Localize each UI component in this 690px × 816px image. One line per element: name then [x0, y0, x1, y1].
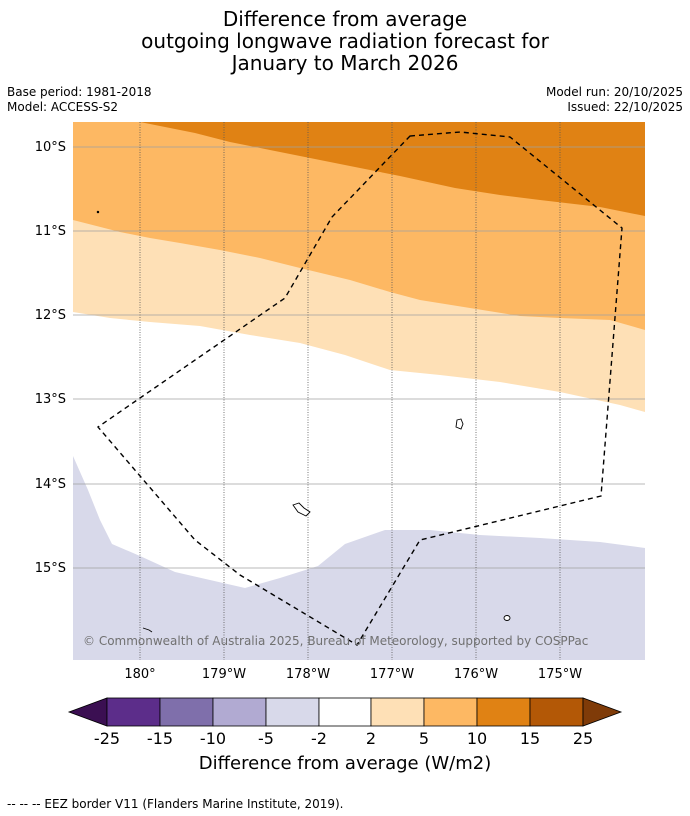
- issued-date: Issued: 22/10/2025: [567, 100, 683, 114]
- island-east: [455, 418, 464, 430]
- island-small-southwest: [142, 627, 153, 633]
- model-name: Model: ACCESS-S2: [7, 100, 119, 114]
- lon-label-178w: 178°W: [286, 667, 330, 682]
- colorbar-tick-2: 2: [365, 729, 377, 748]
- colorbar-segment-5-10: [423, 697, 478, 727]
- longitude-gridlines: [139, 122, 561, 660]
- latitude-gridlines: [73, 146, 645, 569]
- colorbar-tick-10: 10: [466, 729, 488, 748]
- colorbar-tick-5: 5: [418, 729, 430, 748]
- lat-label-10s: 10°S: [35, 140, 66, 155]
- longitude-labels: 180° 179°W 178°W 177°W 176°W 175°W: [124, 667, 582, 682]
- colorbar-extend-high: [582, 697, 623, 727]
- colorbar-segment-neg10-neg5: [212, 697, 267, 727]
- title-line-2: outgoing longwave radiation forecast for: [141, 29, 549, 53]
- colorbar-segment-10-15: [476, 697, 531, 727]
- colorbar-title: Difference from average (W/m2): [198, 753, 492, 774]
- island-outlines: [96, 210, 511, 633]
- copyright-notice: © Commonwealth of Australia 2025, Bureau…: [83, 634, 588, 648]
- island-south: [292, 502, 311, 517]
- lat-label-12s: 12°S: [35, 308, 66, 323]
- meta-left: Base period: 1981-2018 Model: ACCESS-S2: [7, 85, 152, 115]
- colorbar-tick-neg10: -10: [199, 729, 227, 748]
- map-panel: © Commonwealth of Australia 2025, Bureau…: [73, 122, 645, 660]
- latitude-labels: 10°S 11°S 12°S 13°S 14°S 15°S: [35, 140, 66, 576]
- lon-label-180: 180°: [124, 667, 155, 682]
- colorbar-tick-neg5: -5: [258, 729, 274, 748]
- colorbar-tick-25: 25: [572, 729, 594, 748]
- model-run: Model run: 20/10/2025: [545, 85, 683, 99]
- colorbar-segment-15-25: [529, 697, 584, 727]
- lat-label-14s: 14°S: [35, 477, 66, 492]
- lon-label-177w: 177°W: [370, 667, 414, 682]
- map-title: Difference from average outgoing longwav…: [0, 8, 690, 74]
- lat-label-11s: 11°S: [35, 224, 66, 239]
- colorbar-extend-low: [67, 697, 108, 727]
- colorbar-segment-neg2-2: [318, 697, 372, 727]
- lon-label-176w: 176°W: [454, 667, 498, 682]
- colorbar-tick-neg15: -15: [146, 729, 174, 748]
- colorbar: [67, 697, 623, 727]
- colorbar-segment-2-5: [370, 697, 425, 727]
- anomaly-band-neg5-neg2: [73, 456, 645, 660]
- title-line-1: Difference from average: [222, 7, 468, 31]
- lon-label-179w: 179°W: [202, 667, 246, 682]
- colorbar-tick-neg2: -2: [311, 729, 327, 748]
- base-period: Base period: 1981-2018: [7, 85, 152, 99]
- meta-right: Model run: 20/10/2025 Issued: 22/10/2025: [546, 85, 683, 115]
- lat-label-15s: 15°S: [35, 561, 66, 576]
- anomaly-band-10-15: [140, 122, 645, 216]
- eez-border: [96, 131, 623, 646]
- island-tiny-northwest: [96, 210, 100, 214]
- colorbar-segment-neg15-neg10: [159, 697, 214, 727]
- colorbar-segment-neg5-neg2: [265, 697, 320, 727]
- eez-footnote: -- -- -- EEZ border V11 (Flanders Marine…: [7, 797, 344, 811]
- colorbar-tick-15: 15: [519, 729, 541, 748]
- lon-label-175w: 175°W: [538, 667, 582, 682]
- colorbar-tick-neg25: -25: [93, 729, 121, 748]
- lat-label-13s: 13°S: [35, 392, 66, 407]
- colorbar-segment-neg25-neg15: [106, 697, 161, 727]
- title-line-3: January to March 2026: [231, 51, 459, 75]
- island-small-southeast: [503, 615, 511, 621]
